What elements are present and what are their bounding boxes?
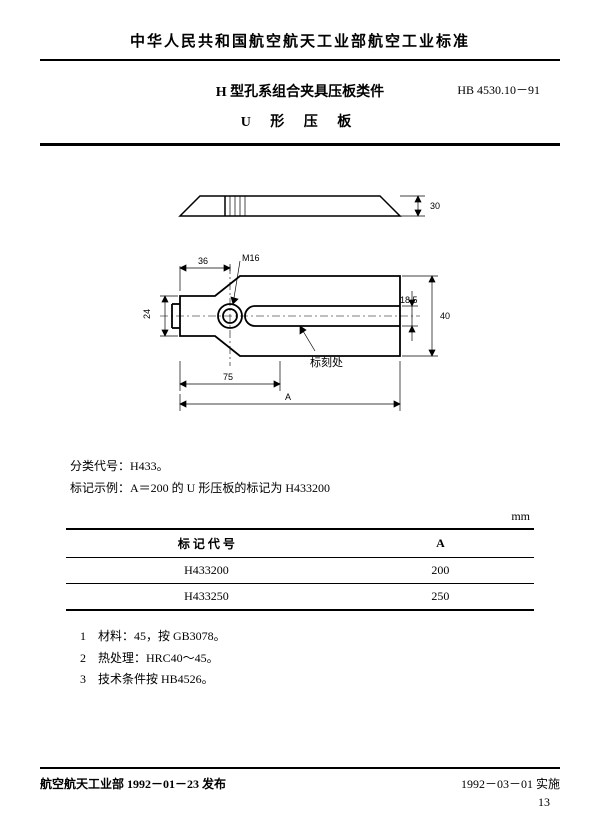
table-cell: H433250 bbox=[66, 584, 347, 611]
table-cell: 250 bbox=[347, 584, 534, 611]
table-cell: H433200 bbox=[66, 558, 347, 584]
classification-section: 分类代号：H433。 标记示例：A＝200 的 U 形压板的标记为 H43320… bbox=[70, 456, 560, 499]
divider bbox=[40, 143, 560, 146]
marking-label: 标刻处 bbox=[310, 355, 343, 369]
notes-section: 1 材料：45，按 GB3078。 2 热处理：HRC40～45。 3 技术条件… bbox=[80, 626, 560, 691]
standard-code: HB 4530.10－91 bbox=[457, 81, 540, 98]
sub-header: H 型孔系组合夹具压板类件 HB 4530.10－91 bbox=[40, 81, 560, 101]
dim-36: 36 bbox=[198, 256, 208, 266]
subtitle-1: H 型孔系组合夹具压板类件 bbox=[216, 81, 384, 101]
technical-drawing: 30 36 bbox=[100, 176, 500, 436]
dim-24: 24 bbox=[142, 309, 152, 319]
th-code: 标 记 代 号 bbox=[66, 529, 347, 558]
dim-75: 75 bbox=[223, 372, 233, 382]
page-number: 13 bbox=[538, 795, 550, 810]
spec-table: 标 记 代 号 A H433200 200 H433250 250 bbox=[66, 528, 534, 611]
marking-example-value: A＝200 的 U 形压板的标记为 H433200 bbox=[130, 481, 330, 495]
dim-a: A bbox=[285, 392, 291, 402]
org-title: 中华人民共和国航空航天工业部航空工业标准 bbox=[40, 30, 560, 61]
dim-40: 40 bbox=[440, 311, 450, 321]
table-cell: 200 bbox=[347, 558, 534, 584]
marking-example-label: 标记示例： bbox=[70, 481, 130, 495]
subtitle-2: U 形 压 板 bbox=[40, 111, 560, 131]
dim-30: 30 bbox=[430, 201, 440, 211]
dim-m16: M16 bbox=[242, 253, 260, 263]
dim-185: 18.5 bbox=[400, 295, 418, 305]
classification-label: 分类代号： bbox=[70, 459, 130, 473]
note-item: 3 技术条件按 HB4526。 bbox=[80, 669, 560, 691]
classification-value: H433。 bbox=[130, 459, 169, 473]
unit-label: mm bbox=[40, 509, 530, 524]
effective-text: 1992－03－01 实施 bbox=[461, 775, 560, 792]
note-item: 1 材料：45，按 GB3078。 bbox=[80, 626, 560, 648]
footer: 航空航天工业部 1992－01－23 发布 1992－03－01 实施 bbox=[40, 767, 560, 792]
note-item: 2 热处理：HRC40～45。 bbox=[80, 648, 560, 670]
th-a: A bbox=[347, 529, 534, 558]
issued-text: 航空航天工业部 1992－01－23 发布 bbox=[40, 775, 226, 792]
